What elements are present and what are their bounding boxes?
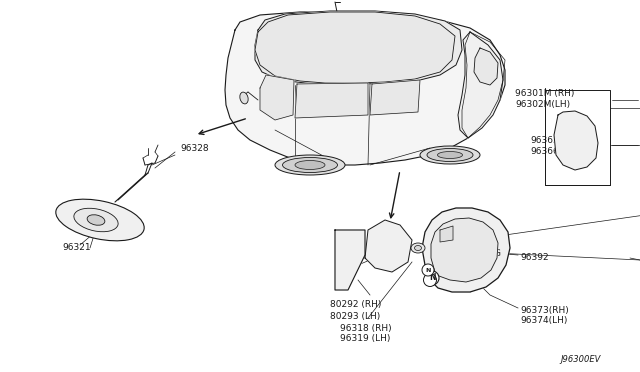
Polygon shape [225, 12, 505, 165]
Ellipse shape [74, 208, 118, 232]
Ellipse shape [411, 243, 425, 253]
Polygon shape [458, 32, 503, 138]
Ellipse shape [240, 92, 248, 104]
Polygon shape [260, 75, 294, 120]
Text: 80293 (LH): 80293 (LH) [330, 311, 380, 321]
Text: 96374(LH): 96374(LH) [520, 317, 568, 326]
Polygon shape [365, 220, 412, 272]
Text: N: N [426, 267, 431, 273]
Ellipse shape [427, 148, 473, 161]
Ellipse shape [56, 199, 144, 241]
Polygon shape [440, 226, 453, 242]
Text: 96321: 96321 [62, 244, 91, 253]
Ellipse shape [424, 273, 436, 286]
Text: J96300EV: J96300EV [560, 356, 600, 365]
Polygon shape [255, 11, 462, 84]
Text: 96373(RH): 96373(RH) [520, 305, 569, 314]
Text: ( 3): ( 3) [444, 260, 460, 269]
Ellipse shape [415, 246, 422, 250]
Text: 80292 (RH): 80292 (RH) [330, 301, 381, 310]
Text: Ø08911-1068G: Ø08911-1068G [433, 248, 502, 257]
Ellipse shape [282, 157, 337, 173]
Polygon shape [431, 218, 498, 282]
Polygon shape [422, 208, 510, 292]
Ellipse shape [275, 155, 345, 175]
Text: N: N [429, 273, 435, 282]
Ellipse shape [295, 160, 325, 170]
Text: 96392: 96392 [520, 253, 548, 263]
Text: 96318 (RH): 96318 (RH) [340, 324, 392, 333]
Text: 96365M(RH): 96365M(RH) [530, 135, 586, 144]
Text: 96301M (RH): 96301M (RH) [515, 89, 574, 97]
Polygon shape [295, 83, 368, 118]
Ellipse shape [425, 271, 439, 285]
Polygon shape [335, 230, 365, 290]
Polygon shape [554, 111, 598, 170]
Text: 96302M(LH): 96302M(LH) [515, 99, 570, 109]
Ellipse shape [87, 215, 105, 225]
Ellipse shape [422, 264, 434, 276]
Polygon shape [255, 12, 455, 83]
Ellipse shape [438, 151, 463, 158]
Polygon shape [370, 80, 420, 115]
Text: 96319 (LH): 96319 (LH) [340, 334, 390, 343]
Polygon shape [474, 48, 498, 85]
Ellipse shape [420, 146, 480, 164]
Text: 96328: 96328 [180, 144, 209, 153]
Text: 96366M(LH): 96366M(LH) [530, 147, 585, 155]
